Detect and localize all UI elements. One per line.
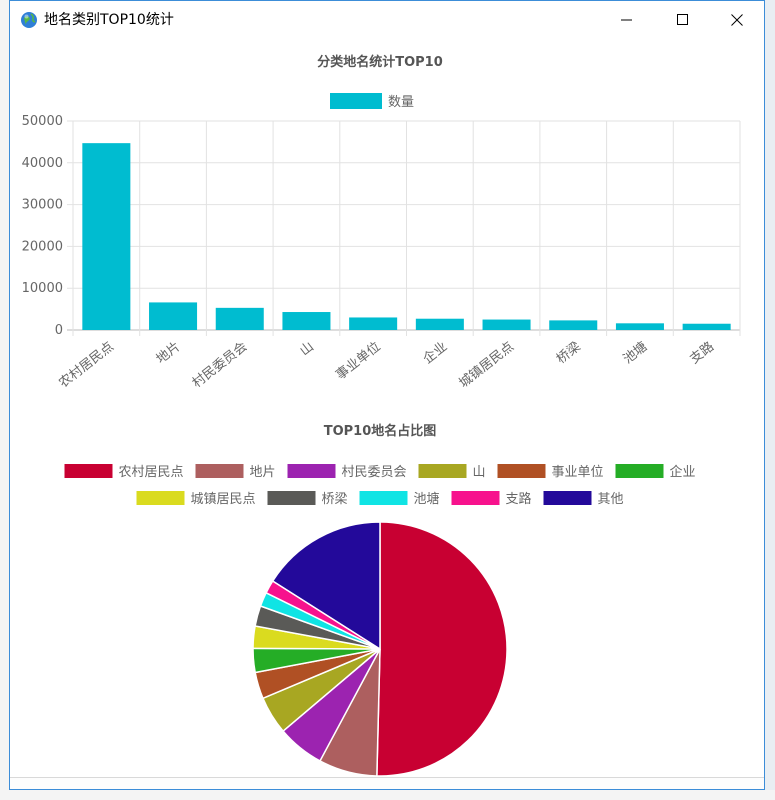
globe-icon bbox=[21, 12, 37, 28]
bar-legend-swatch bbox=[330, 93, 382, 109]
minimize-icon bbox=[621, 19, 632, 21]
bar-mark[interactable] bbox=[482, 319, 531, 330]
bar-y-tick-label: 10000 bbox=[22, 281, 63, 296]
pie-slice[interactable] bbox=[271, 521, 381, 651]
charts-canvas: 分类地名统计TOP10 数量 0 10000 20000 30000 40000 5000… bbox=[22, 54, 741, 777]
bar-x-tick-label: 农村居民点 bbox=[56, 339, 116, 391]
pie-legend-swatch bbox=[195, 464, 244, 478]
chart-window: 地名类别TOP10统计 分类地名统计TOP10 数量 0 10000 20000 30… bbox=[9, 0, 765, 790]
pie-legend-swatch bbox=[136, 491, 185, 505]
bar-mark[interactable] bbox=[615, 323, 664, 330]
pie-legend-item[interactable]: 村民委员会 bbox=[287, 464, 407, 480]
pie-legend-swatch bbox=[359, 491, 408, 505]
bar-mark[interactable] bbox=[215, 307, 264, 330]
bar-mark[interactable] bbox=[349, 317, 398, 330]
bar-mark[interactable] bbox=[682, 323, 731, 330]
bar-x-tick-label: 山 bbox=[297, 339, 316, 359]
pie-legend-item[interactable]: 山 bbox=[418, 464, 486, 480]
close-icon bbox=[731, 14, 743, 26]
pie-legend-item[interactable]: 农村居民点 bbox=[64, 464, 184, 480]
pie-legend-item[interactable]: 桥梁 bbox=[267, 491, 348, 507]
pie-legend-swatch bbox=[64, 464, 113, 478]
bar-mark[interactable] bbox=[82, 143, 131, 330]
bar-y-tick-label: 20000 bbox=[22, 239, 63, 254]
pie-legend-label: 企业 bbox=[670, 464, 696, 480]
bar-x-tick-label: 城镇居民点 bbox=[457, 339, 517, 391]
pie-legend-label: 山 bbox=[473, 465, 486, 480]
pie-legend-item[interactable]: 地片 bbox=[195, 464, 276, 480]
pie-legend-label: 其他 bbox=[598, 492, 624, 507]
title-bar[interactable]: 地名类别TOP10统计 bbox=[10, 1, 764, 39]
pie-legend-label: 支路 bbox=[506, 491, 532, 507]
pie-legend-item[interactable]: 池塘 bbox=[359, 491, 440, 507]
pie-legend-item[interactable]: 事业单位 bbox=[497, 464, 604, 480]
bar-mark[interactable] bbox=[415, 318, 464, 330]
bar-x-tick-label: 企业 bbox=[420, 339, 450, 368]
bar-legend-label: 数量 bbox=[388, 95, 414, 110]
bar-y-tick-label: 0 bbox=[55, 323, 63, 338]
bar-x-tick-label: 村民委员会 bbox=[190, 339, 250, 391]
bar-chart-title: 分类地名统计TOP10 bbox=[317, 54, 443, 70]
pie-legend-label: 桥梁 bbox=[322, 492, 348, 507]
pie-legend-label: 村民委员会 bbox=[342, 465, 407, 480]
pie-legend-label: 池塘 bbox=[414, 491, 440, 507]
bar-chart-grid bbox=[67, 120, 741, 336]
pie-legend-label: 农村居民点 bbox=[119, 465, 184, 480]
bar-y-tick-label: 40000 bbox=[22, 156, 63, 171]
bar-chart-x-axis: 农村居民点 地片 村民委员会 山事业单位 企业 城镇居民点 桥梁 池塘 支路 bbox=[56, 339, 717, 392]
pie-legend-item[interactable]: 企业 bbox=[615, 464, 696, 480]
status-strip bbox=[10, 777, 764, 789]
pie-legend-swatch bbox=[287, 464, 336, 478]
bar-x-tick-label: 事业单位 bbox=[333, 339, 383, 383]
pie-legend-item[interactable]: 城镇居民点 bbox=[136, 491, 256, 507]
pie-legend-label: 城镇居民点 bbox=[191, 492, 256, 507]
pie-slice[interactable] bbox=[376, 521, 508, 777]
pie-chart-slices bbox=[252, 521, 508, 777]
pie-legend-swatch bbox=[451, 491, 500, 505]
close-button[interactable] bbox=[714, 1, 760, 39]
pie-legend-swatch bbox=[497, 464, 546, 478]
bar-mark[interactable] bbox=[549, 320, 598, 330]
pie-legend-item[interactable]: 支路 bbox=[451, 491, 532, 507]
bar-x-tick-label: 支路 bbox=[687, 339, 717, 368]
bar-mark[interactable] bbox=[282, 312, 331, 330]
pie-legend-swatch bbox=[543, 491, 592, 505]
bar-x-tick-label: 桥梁 bbox=[554, 339, 584, 367]
pie-legend-swatch bbox=[615, 464, 664, 478]
window-title: 地名类别TOP10统计 bbox=[44, 12, 174, 28]
bar-x-tick-label: 地片 bbox=[154, 339, 184, 367]
maximize-icon bbox=[677, 14, 688, 25]
bar-y-tick-label: 50000 bbox=[22, 114, 63, 129]
pie-legend-swatch bbox=[418, 464, 467, 478]
pie-legend-swatch bbox=[267, 491, 316, 505]
bar-y-tick-label: 30000 bbox=[22, 198, 63, 213]
bar-x-tick-label: 池塘 bbox=[620, 339, 650, 368]
minimize-button[interactable] bbox=[604, 1, 650, 39]
pie-chart-title: TOP10地名占比图 bbox=[324, 423, 437, 439]
maximize-button[interactable] bbox=[660, 1, 706, 39]
pie-legend-item[interactable]: 其他 bbox=[543, 491, 624, 507]
bar-chart-y-axis: 0 10000 20000 30000 40000 50000 bbox=[22, 114, 63, 338]
bar-chart-legend[interactable]: 数量 bbox=[330, 93, 414, 110]
pie-legend-label: 地片 bbox=[250, 465, 276, 480]
pie-legend-label: 事业单位 bbox=[552, 465, 604, 480]
bar-chart-bars bbox=[82, 143, 731, 330]
desktop-background-bottom bbox=[0, 790, 775, 800]
bar-mark[interactable] bbox=[149, 302, 198, 330]
